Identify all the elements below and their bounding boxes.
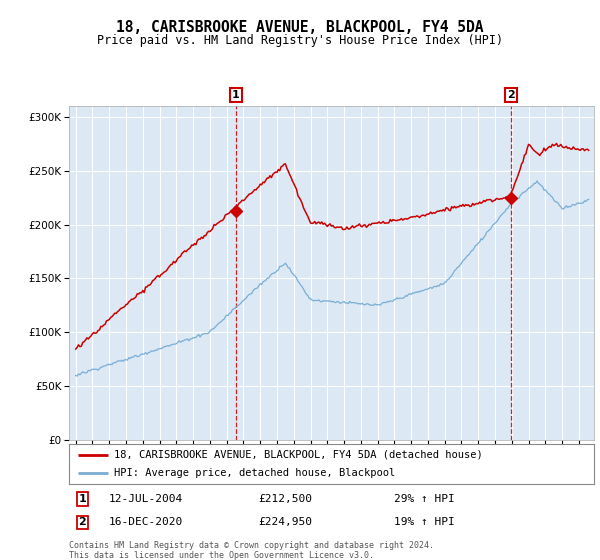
Text: £212,500: £212,500 [258,494,312,504]
Text: 18, CARISBROOKE AVENUE, BLACKPOOL, FY4 5DA (detached house): 18, CARISBROOKE AVENUE, BLACKPOOL, FY4 5… [113,450,482,460]
Text: 29% ↑ HPI: 29% ↑ HPI [395,494,455,504]
Text: 12-JUL-2004: 12-JUL-2004 [109,494,182,504]
Text: 19% ↑ HPI: 19% ↑ HPI [395,517,455,528]
Text: 2: 2 [507,90,515,100]
Text: £224,950: £224,950 [258,517,312,528]
Text: 16-DEC-2020: 16-DEC-2020 [109,517,182,528]
Text: Contains HM Land Registry data © Crown copyright and database right 2024.
This d: Contains HM Land Registry data © Crown c… [69,541,434,560]
Text: 1: 1 [78,494,86,504]
Text: 18, CARISBROOKE AVENUE, BLACKPOOL, FY4 5DA: 18, CARISBROOKE AVENUE, BLACKPOOL, FY4 5… [116,20,484,35]
Text: Price paid vs. HM Land Registry's House Price Index (HPI): Price paid vs. HM Land Registry's House … [97,34,503,46]
Text: 2: 2 [78,517,86,528]
Text: 1: 1 [232,90,239,100]
Text: HPI: Average price, detached house, Blackpool: HPI: Average price, detached house, Blac… [113,468,395,478]
